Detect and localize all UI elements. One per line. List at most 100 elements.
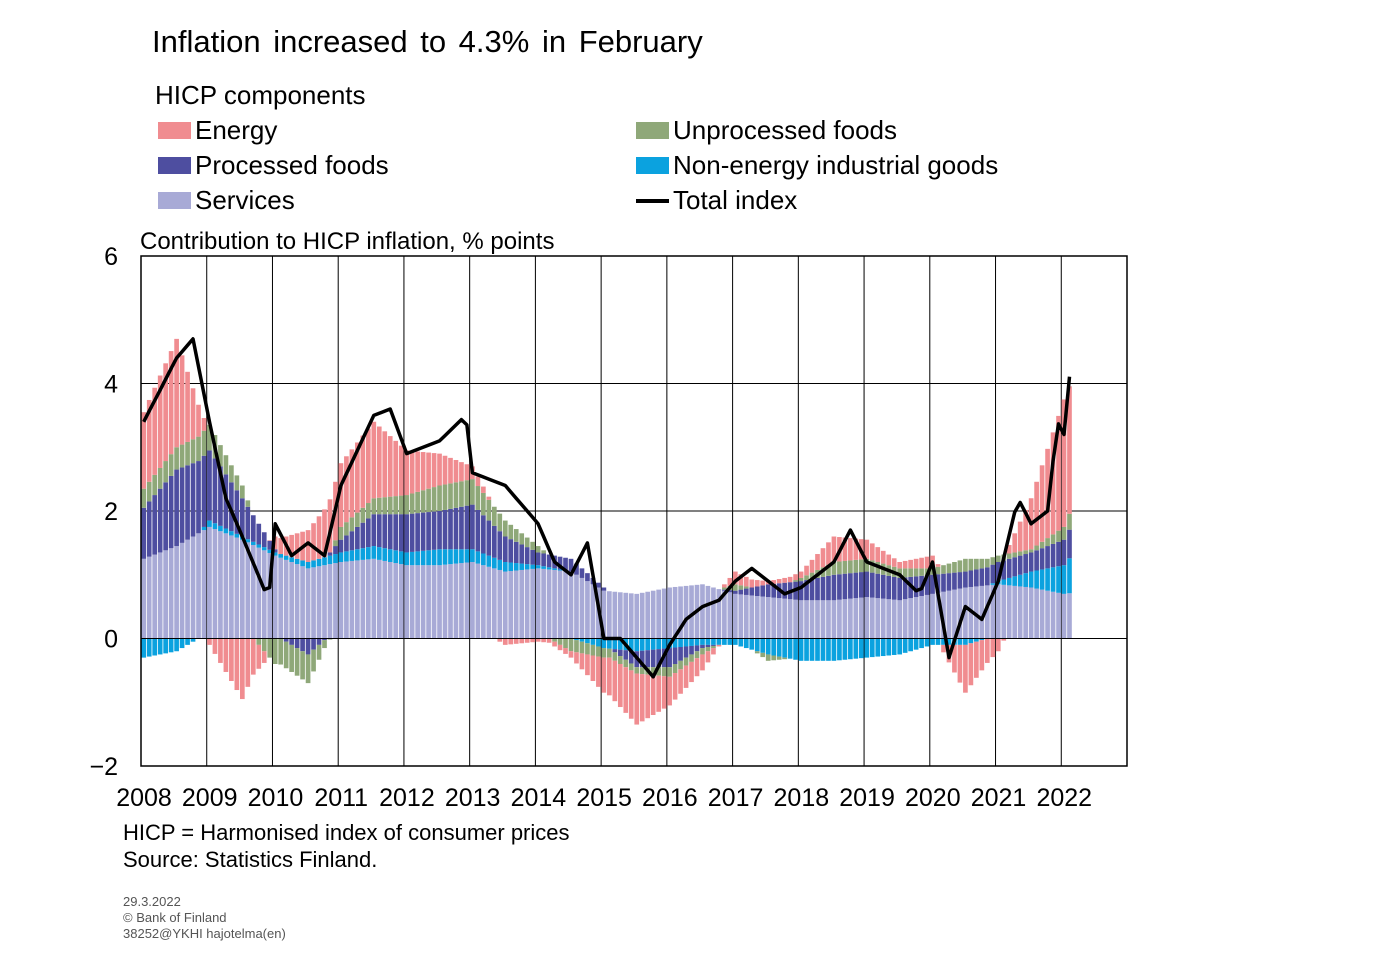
bar-segment-energy: [842, 537, 848, 561]
bar-segment-non-energy-industrial-goods: [711, 638, 716, 645]
bar-segment-processed-foods: [179, 467, 185, 543]
bar-segment-unprocessed-foods: [409, 493, 415, 514]
bar-segment-processed-foods: [924, 575, 930, 595]
bar-segment-services: [185, 539, 190, 639]
bar-segment-services: [179, 542, 185, 639]
bar-segment-energy: [628, 670, 634, 719]
bar-segment-unprocessed-foods: [223, 455, 229, 475]
bar-segment-services: [283, 559, 289, 639]
bar-segment-processed-foods: [1034, 550, 1039, 571]
total-index-line: [142, 337, 1072, 679]
bar-segment-services: [963, 587, 968, 639]
bar-segment-processed-foods: [327, 552, 333, 556]
bar-segment-processed-foods: [694, 645, 700, 652]
bar-segment-non-energy-industrial-goods: [990, 583, 996, 585]
bar-segment-energy: [387, 436, 393, 497]
bar-segment-non-energy-industrial-goods: [179, 638, 185, 649]
bar-segment-processed-foods: [683, 646, 689, 658]
bar-segment-processed-foods: [738, 589, 744, 595]
x-tick-label: 2008: [116, 784, 172, 812]
bar-segment-processed-foods: [409, 513, 415, 552]
bar-segment-processed-foods: [475, 509, 481, 552]
bar-segment-services: [738, 594, 744, 639]
bar-segment-non-energy-industrial-goods: [798, 638, 804, 661]
bar-segment-services: [502, 571, 508, 639]
bar-segment-unprocessed-foods: [1050, 534, 1056, 544]
bar-segment-processed-foods: [743, 588, 749, 595]
bar-segment-services: [656, 589, 661, 639]
bar-segment-non-energy-industrial-goods: [234, 533, 240, 538]
bar-segment-energy: [371, 421, 377, 499]
bar-segment-energy: [880, 550, 886, 564]
bar-segment-unprocessed-foods: [190, 439, 196, 464]
bar-segment-non-energy-industrial-goods: [1045, 568, 1050, 591]
bar-segment-services: [1061, 593, 1067, 639]
bar-segment-unprocessed-foods: [442, 484, 448, 510]
bar-segment-services: [409, 565, 415, 639]
bar-segment-unprocessed-foods: [146, 481, 152, 502]
bar-segment-processed-foods: [437, 511, 442, 550]
bar-segment-services: [574, 574, 579, 639]
bar-segment-processed-foods: [979, 568, 985, 586]
bar-segment-non-energy-industrial-goods: [229, 531, 234, 536]
bar-segment-non-energy-industrial-goods: [650, 638, 656, 650]
bar-segment-energy: [481, 486, 486, 493]
bar-segment-unprocessed-foods: [908, 568, 913, 577]
bar-segment-services: [607, 591, 612, 639]
bar-segment-processed-foods: [974, 569, 979, 587]
bar-segment-processed-foods: [168, 475, 174, 549]
bar-segment-energy: [475, 476, 481, 487]
bar-segment-non-energy-industrial-goods: [957, 638, 963, 645]
bar-segment-services: [453, 563, 459, 639]
bar-segment-processed-foods: [760, 585, 766, 597]
bar-segment-processed-foods: [952, 572, 957, 590]
bar-segment-processed-foods: [152, 495, 158, 555]
bar-segment-services: [645, 591, 651, 639]
bar-segment-non-energy-industrial-goods: [1056, 566, 1061, 593]
bar-segment-services: [464, 562, 470, 639]
bar-segment-energy: [743, 576, 749, 587]
bar-segment-services: [743, 594, 749, 639]
bar-segment-energy: [897, 562, 903, 569]
bar-segment-processed-foods: [272, 549, 278, 553]
bar-segment-processed-foods: [201, 455, 207, 527]
publication-date: 29.3.2022: [123, 894, 181, 909]
bar-segment-processed-foods: [190, 463, 196, 537]
bar-segment-unprocessed-foods: [141, 488, 147, 508]
bar-segment-non-energy-industrial-goods: [733, 638, 738, 645]
bar-segment-non-energy-industrial-goods: [968, 638, 974, 644]
bar-segment-unprocessed-foods: [711, 645, 716, 649]
bar-segment-services: [858, 597, 864, 639]
bar-segment-processed-foods: [656, 649, 661, 668]
bar-segment-unprocessed-foods: [174, 447, 179, 470]
bar-segment-unprocessed-foods: [344, 522, 349, 536]
bar-segment-non-energy-industrial-goods: [1061, 565, 1067, 594]
bar-segment-unprocessed-foods: [333, 540, 338, 547]
bar-segment-non-energy-industrial-goods: [683, 638, 689, 647]
bar-segment-unprocessed-foods: [974, 558, 979, 570]
bar-segment-services: [760, 596, 766, 639]
bar-segment-unprocessed-foods: [393, 496, 399, 515]
x-tick-label: 2011: [314, 784, 368, 812]
bar-segment-services: [782, 598, 787, 639]
bar-segment-processed-foods: [355, 526, 360, 550]
bar-segment-services: [535, 568, 541, 639]
bar-segment-energy: [431, 453, 437, 488]
bar-segment-services: [765, 597, 771, 639]
bar-segment-unprocessed-foods: [234, 475, 240, 491]
footnote-source: Source: Statistics Finland.: [123, 847, 378, 872]
bar-segment-processed-foods: [984, 567, 990, 586]
bar-segment-unprocessed-foods: [623, 659, 629, 668]
x-tick-label: 2018: [774, 784, 830, 812]
bar-segment-services: [1067, 593, 1072, 639]
bar-segment-energy: [974, 641, 979, 678]
bar-segment-unprocessed-foods: [722, 587, 727, 590]
bar-segment-processed-foods: [519, 544, 525, 564]
x-tick-label: 2017: [708, 784, 764, 812]
x-tick-label: 2022: [1036, 784, 1092, 812]
bar-segment-non-energy-industrial-goods: [793, 638, 798, 660]
bar-segment-energy: [711, 648, 716, 655]
bar-segment-services: [842, 599, 848, 639]
bar-segment-non-energy-industrial-goods: [612, 638, 618, 650]
bar-segment-processed-foods: [1023, 554, 1028, 574]
